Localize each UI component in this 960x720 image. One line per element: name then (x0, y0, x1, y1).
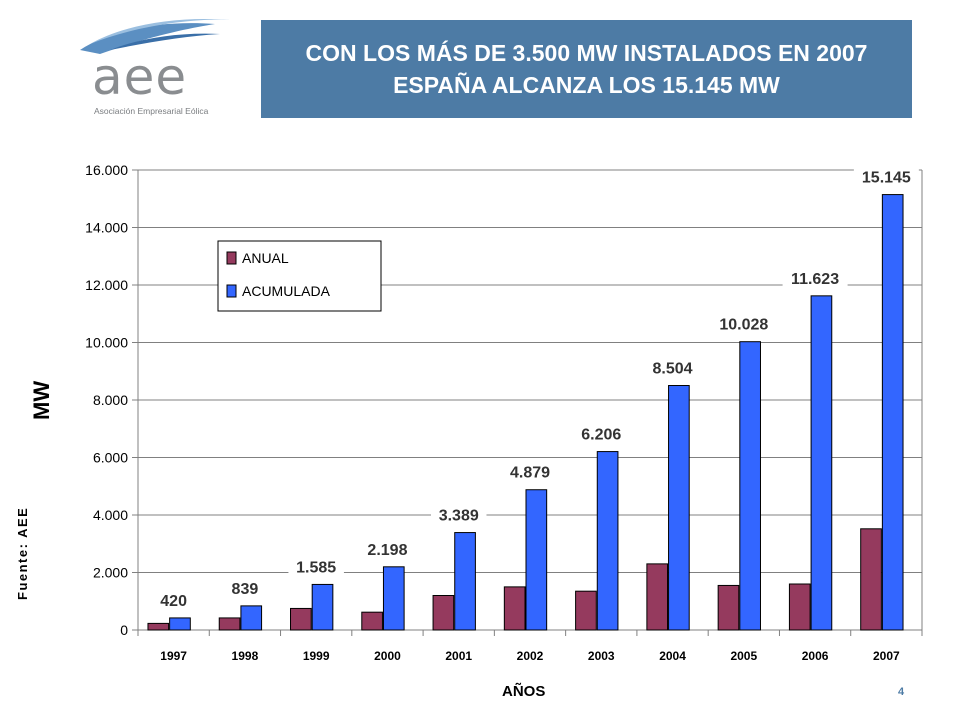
data-label-bg (430, 503, 487, 526)
data-label: 10.028 (719, 317, 768, 334)
page-title: CON LOS MÁS DE 3.500 MW INSTALADOS EN 20… (305, 40, 868, 98)
x-tick-label: 2000 (374, 649, 401, 663)
x-tick-label: 2003 (588, 649, 615, 663)
aee-logo: aee Asociación Empresarial Eólica (70, 10, 250, 120)
y-tick-label: 4.000 (93, 507, 128, 523)
logo-wind-icon (80, 19, 230, 54)
source-note: Fuente: AEE (15, 506, 30, 600)
bar-acumulada (169, 617, 191, 631)
y-tick-label: 0 (120, 622, 128, 638)
x-tick-label: 2001 (445, 649, 472, 663)
data-label-bg (644, 356, 701, 379)
bar-acumulada (525, 489, 548, 631)
data-label: 11.623 (791, 271, 839, 288)
legend-label: ANUAL (242, 250, 289, 266)
data-label: 4.879 (510, 465, 550, 482)
y-tick-label: 16.000 (85, 162, 128, 178)
bar-acumulada (454, 532, 476, 631)
x-axis-label: AÑOS (502, 683, 546, 700)
data-label: 15.145 (862, 170, 911, 187)
data-label: 8.504 (653, 361, 693, 378)
bar-anual (503, 586, 526, 631)
bar-anual (646, 563, 669, 631)
legend-label: ACUMULADA (242, 283, 331, 299)
data-label: 420 (160, 593, 187, 610)
y-tick-label: 14.000 (85, 220, 128, 236)
data-label: 1.585 (296, 559, 336, 576)
bar-acumulada (382, 566, 405, 631)
legend-swatch (226, 251, 237, 265)
data-label: 6.206 (581, 427, 621, 444)
data-label: 839 (232, 581, 259, 598)
data-label-bg (359, 537, 416, 560)
y-tick-label: 6.000 (93, 450, 128, 466)
bar-anual (361, 611, 383, 631)
data-label-bg (573, 422, 630, 445)
title-banner: CON LOS MÁS DE 3.500 MW INSTALADOS EN 20… (261, 20, 912, 118)
bar-anual (788, 583, 811, 631)
bar-acumulada (881, 194, 904, 631)
data-label-bg (226, 576, 264, 599)
data-label-bg (155, 588, 192, 611)
y-tick-label: 2.000 (93, 565, 128, 581)
legend-swatch (226, 284, 237, 298)
legend-box (217, 240, 382, 312)
data-label: 2.198 (367, 542, 407, 559)
bar-anual (218, 617, 241, 631)
bar-anual (290, 607, 312, 631)
bar-acumulada (668, 385, 690, 631)
logo-subtitle: Asociación Empresarial Eólica (94, 106, 209, 116)
y-axis-label: MW (29, 380, 54, 420)
x-tick-label: 1998 (232, 649, 259, 663)
x-tick-label: 2004 (659, 649, 686, 663)
bar-anual (860, 528, 882, 631)
x-tick-label: 2005 (730, 649, 757, 663)
data-label-bg (711, 312, 777, 335)
x-tick-label: 2007 (873, 649, 900, 663)
bar-acumulada (739, 341, 761, 631)
page-number: 4 (898, 686, 905, 698)
x-tick-label: 1997 (160, 649, 187, 663)
x-tick-label: 2002 (517, 649, 544, 663)
bar-acumulada (240, 605, 263, 631)
x-tick-label: 2006 (802, 649, 829, 663)
y-tick-label: 12.000 (85, 277, 128, 293)
data-label-bg (782, 266, 848, 289)
bar-anual (575, 590, 597, 631)
data-label-bg (853, 165, 919, 188)
bar-anual (147, 622, 170, 631)
x-tick-label: 1999 (303, 649, 330, 663)
y-tick-label: 10.000 (85, 335, 128, 351)
logo-text: aee (92, 48, 188, 106)
bar-anual (717, 584, 740, 631)
bar-acumulada (311, 583, 334, 631)
bar-acumulada (810, 295, 833, 631)
data-label-bg (288, 555, 344, 578)
bar-anual (432, 595, 455, 631)
data-label: 3.389 (439, 508, 479, 525)
data-label-bg (502, 460, 558, 483)
y-tick-label: 8.000 (93, 392, 128, 408)
bar-acumulada (596, 451, 619, 631)
